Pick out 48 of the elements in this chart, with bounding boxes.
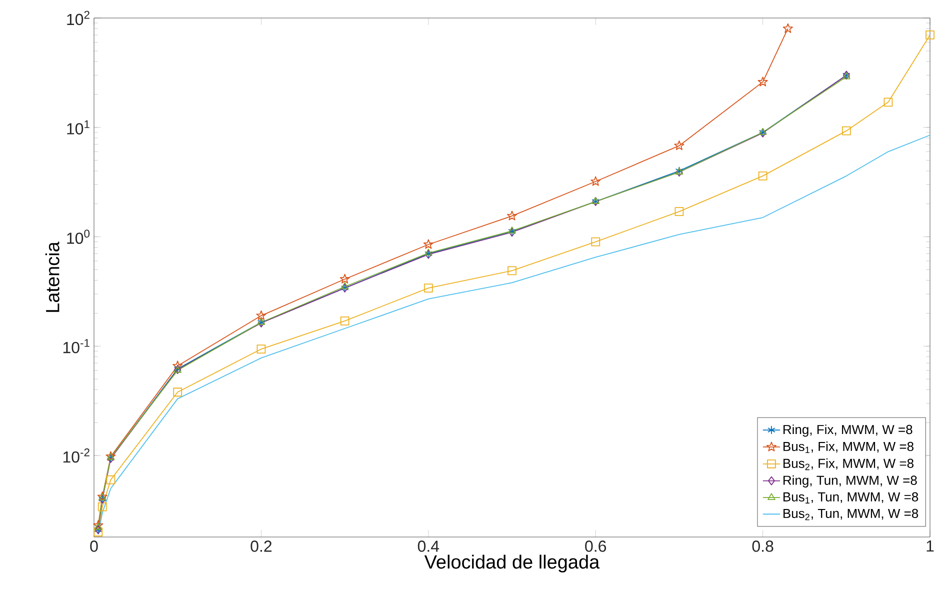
point bbox=[506, 210, 518, 220]
x-tick-label: 0.4 bbox=[418, 540, 440, 552]
y-axis-title: Latencia bbox=[45, 242, 60, 312]
point bbox=[758, 171, 768, 180]
legend-label: Ring, Tun, MWM, W =8 bbox=[784, 475, 917, 488]
y-tick-label: 10$^{2}$ bbox=[67, 10, 90, 26]
y-tick-label: 10$^{-1}$ bbox=[63, 339, 90, 354]
point bbox=[508, 266, 516, 276]
point bbox=[256, 344, 266, 354]
point bbox=[590, 176, 601, 186]
point bbox=[674, 207, 684, 216]
legend-label: Bus$_{2}$, Tun, MWM, W =8 bbox=[784, 508, 918, 520]
point bbox=[94, 523, 102, 530]
legend-label: Bus$_{2}$, Fix, MWM, W =8 bbox=[784, 458, 914, 470]
point bbox=[93, 520, 104, 530]
point bbox=[106, 475, 116, 484]
legend-label: Bus$_{1}$, Tun, MWM, W =8 bbox=[784, 492, 918, 504]
point bbox=[674, 140, 684, 150]
point bbox=[340, 316, 350, 326]
point bbox=[758, 76, 768, 86]
legend-label: Ring, Fix, MWM, W =8 bbox=[784, 424, 912, 437]
line-series bbox=[98, 134, 930, 535]
y-tick-label: 10$^{1}$ bbox=[67, 120, 90, 134]
point bbox=[340, 282, 349, 290]
point bbox=[423, 239, 434, 249]
point bbox=[424, 248, 432, 256]
point bbox=[424, 284, 433, 292]
point bbox=[782, 23, 793, 33]
y-tick-label: 10$^{-2}$ bbox=[63, 448, 90, 463]
point bbox=[591, 237, 600, 246]
x-tick-label: 0.6 bbox=[585, 540, 606, 552]
point bbox=[173, 388, 182, 397]
point bbox=[98, 502, 107, 512]
x-tick-label: 0.2 bbox=[250, 540, 272, 552]
x-tick-label: 1 bbox=[926, 540, 934, 552]
point bbox=[172, 360, 183, 370]
x-axis-title: Velocidad de llegada bbox=[424, 554, 600, 572]
y-tick-label: 10$^{0}$ bbox=[67, 230, 90, 244]
x-tick-label: 0.8 bbox=[752, 540, 774, 552]
point bbox=[256, 310, 266, 320]
legend-label: Bus$_{1}$, Fix, MWM, W =8 bbox=[784, 442, 914, 454]
point bbox=[508, 226, 516, 234]
point bbox=[340, 274, 350, 284]
point bbox=[926, 30, 934, 40]
point bbox=[884, 98, 893, 107]
point bbox=[842, 126, 851, 136]
x-tick-label: 0 bbox=[90, 540, 98, 552]
point bbox=[94, 528, 103, 536]
